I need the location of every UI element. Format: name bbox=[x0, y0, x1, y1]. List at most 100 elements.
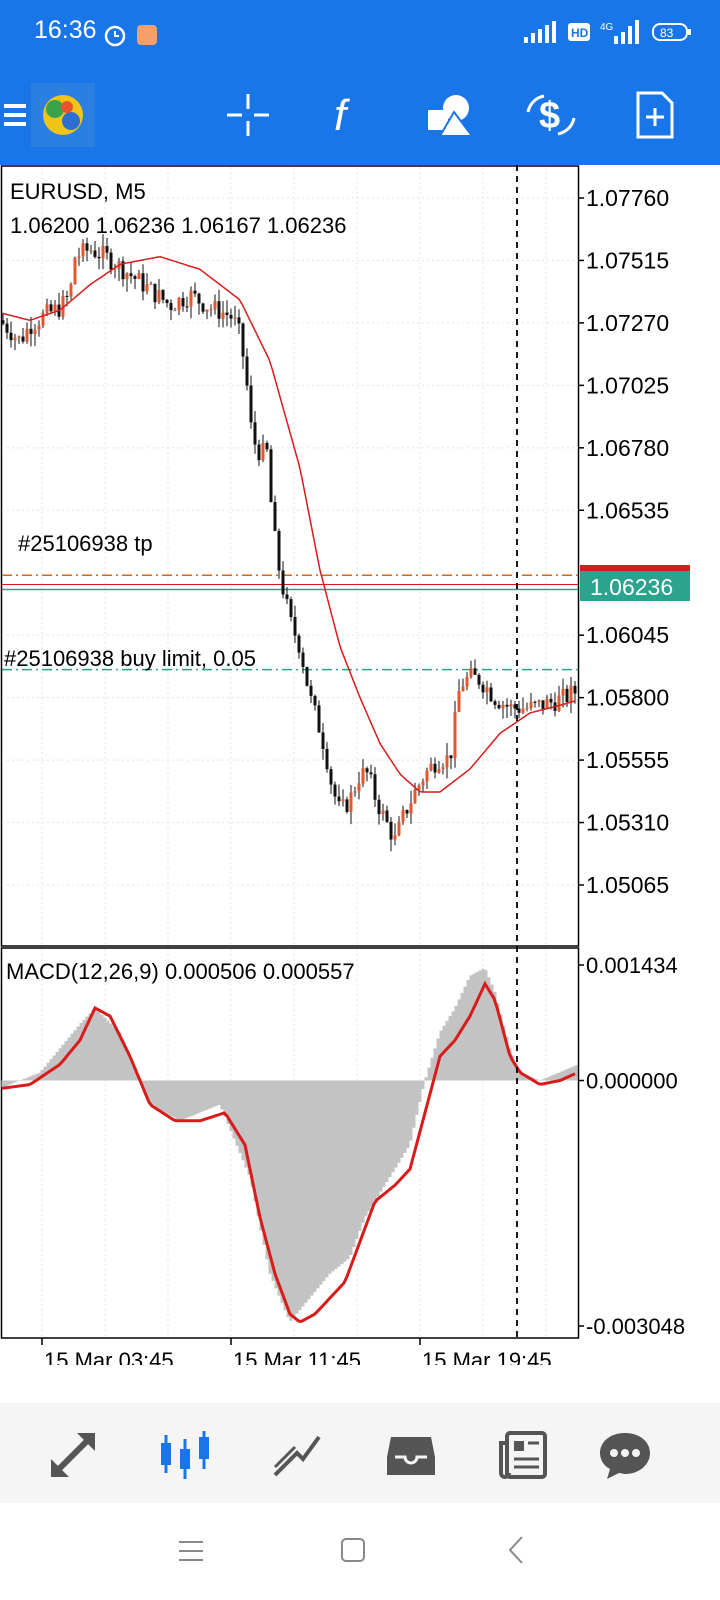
chart-area[interactable]: EURUSD, M5 1.06200 1.06236 1.06167 1.062… bbox=[0, 165, 720, 1373]
candle-body bbox=[489, 687, 493, 702]
candle-body bbox=[161, 289, 165, 300]
nav-chart[interactable] bbox=[150, 1420, 220, 1490]
macd-bar bbox=[241, 1080, 245, 1161]
candle-body bbox=[509, 704, 513, 707]
candle-body bbox=[149, 283, 153, 285]
candle-body bbox=[61, 295, 65, 317]
macd-bar bbox=[64, 1041, 68, 1081]
price-tick-label: 1.05555 bbox=[586, 747, 669, 773]
macd-bar bbox=[163, 1080, 167, 1113]
macd-bar bbox=[112, 1026, 116, 1081]
back-icon[interactable] bbox=[506, 1535, 526, 1565]
macd-bar bbox=[334, 1080, 338, 1269]
top-toolbar bbox=[0, 70, 720, 165]
macd-bar bbox=[457, 999, 461, 1081]
trade-button[interactable]: $ bbox=[521, 80, 581, 150]
chat-icon bbox=[600, 1433, 650, 1479]
macd-bar bbox=[166, 1080, 170, 1115]
macd-bar bbox=[565, 1069, 569, 1081]
macd-bar bbox=[556, 1072, 560, 1081]
macd-bar bbox=[256, 1080, 260, 1216]
macd-bar bbox=[367, 1080, 371, 1211]
macd-bar bbox=[127, 1053, 131, 1081]
macd-bar bbox=[544, 1077, 548, 1081]
macd-bar bbox=[397, 1080, 401, 1163]
macd-bar bbox=[430, 1057, 434, 1081]
candle-body bbox=[453, 711, 457, 759]
candle-body bbox=[113, 268, 117, 270]
candle-body bbox=[157, 289, 161, 303]
candle-body bbox=[29, 328, 33, 334]
candle-body bbox=[317, 705, 321, 733]
candle-body bbox=[349, 792, 353, 812]
battery-level: 83 bbox=[660, 26, 674, 40]
candle-body bbox=[197, 293, 201, 304]
macd-bar bbox=[370, 1080, 374, 1207]
candle-body bbox=[441, 767, 445, 769]
candle-body bbox=[273, 502, 277, 531]
price-tick-label: 1.07515 bbox=[586, 247, 669, 273]
candle-body bbox=[285, 594, 289, 600]
macd-bar bbox=[373, 1080, 377, 1202]
nav-trade[interactable] bbox=[262, 1420, 332, 1490]
new-order-button[interactable] bbox=[625, 80, 685, 150]
nav-history[interactable] bbox=[376, 1420, 446, 1490]
macd-bar bbox=[568, 1067, 572, 1081]
macd-bar bbox=[31, 1075, 35, 1081]
candle-body bbox=[337, 796, 341, 802]
macd-bar bbox=[217, 1080, 221, 1106]
candle-body bbox=[425, 770, 429, 782]
macd-bar bbox=[559, 1071, 563, 1081]
crosshair-button[interactable] bbox=[218, 80, 278, 150]
candle-body bbox=[33, 329, 37, 334]
menu-button[interactable] bbox=[0, 80, 30, 150]
svg-text:f: f bbox=[334, 91, 351, 140]
macd-bar bbox=[253, 1080, 257, 1202]
nav-chat[interactable] bbox=[590, 1420, 660, 1490]
candle-body bbox=[321, 732, 325, 749]
price-chart[interactable]: EURUSD, M5 1.06200 1.06236 1.06167 1.062… bbox=[0, 165, 720, 1373]
macd-bar bbox=[409, 1080, 413, 1141]
macd-bar bbox=[289, 1080, 293, 1321]
objects-button[interactable] bbox=[420, 80, 480, 150]
moving-average-line bbox=[1, 256, 576, 793]
indicators-button[interactable]: f bbox=[318, 80, 378, 150]
macd-bar bbox=[121, 1039, 125, 1081]
candle-body bbox=[505, 704, 509, 707]
svg-text:$: $ bbox=[539, 95, 560, 137]
macd-bar bbox=[130, 1061, 134, 1081]
candle-body bbox=[373, 774, 377, 800]
nav-quotes[interactable] bbox=[38, 1420, 108, 1490]
recent-apps-icon[interactable] bbox=[178, 1539, 204, 1563]
price-tick-label: 1.07270 bbox=[586, 310, 669, 336]
macd-bar bbox=[433, 1048, 437, 1081]
macd-bar bbox=[91, 1010, 95, 1081]
current-price-tag-top bbox=[580, 565, 690, 571]
macd-bar bbox=[538, 1080, 542, 1082]
macd-bar bbox=[415, 1080, 419, 1115]
macd-bar bbox=[172, 1080, 176, 1118]
candle-body bbox=[325, 748, 329, 770]
order-levels bbox=[2, 574, 578, 671]
home-icon[interactable] bbox=[340, 1537, 366, 1563]
candle-body bbox=[469, 668, 473, 677]
candle-body bbox=[477, 674, 481, 685]
candle-body bbox=[457, 690, 461, 712]
function-icon: f bbox=[334, 91, 351, 140]
macd-bar bbox=[142, 1080, 146, 1091]
price-tick-label: 1.06535 bbox=[586, 497, 669, 523]
macd-bar bbox=[235, 1080, 239, 1146]
candle-body bbox=[413, 789, 417, 804]
macd-bar bbox=[73, 1030, 77, 1081]
candle-body bbox=[25, 328, 29, 342]
candle-body bbox=[397, 821, 401, 836]
signal-4g-icon: 4G bbox=[600, 20, 639, 44]
macd-bar bbox=[178, 1080, 182, 1121]
macd-bar bbox=[154, 1080, 158, 1108]
candle-body bbox=[229, 314, 233, 319]
macd-bar bbox=[451, 1011, 455, 1081]
macd-bar bbox=[79, 1023, 83, 1081]
candle-body bbox=[249, 385, 253, 423]
macd-bar bbox=[280, 1080, 284, 1303]
nav-news[interactable] bbox=[488, 1420, 558, 1490]
